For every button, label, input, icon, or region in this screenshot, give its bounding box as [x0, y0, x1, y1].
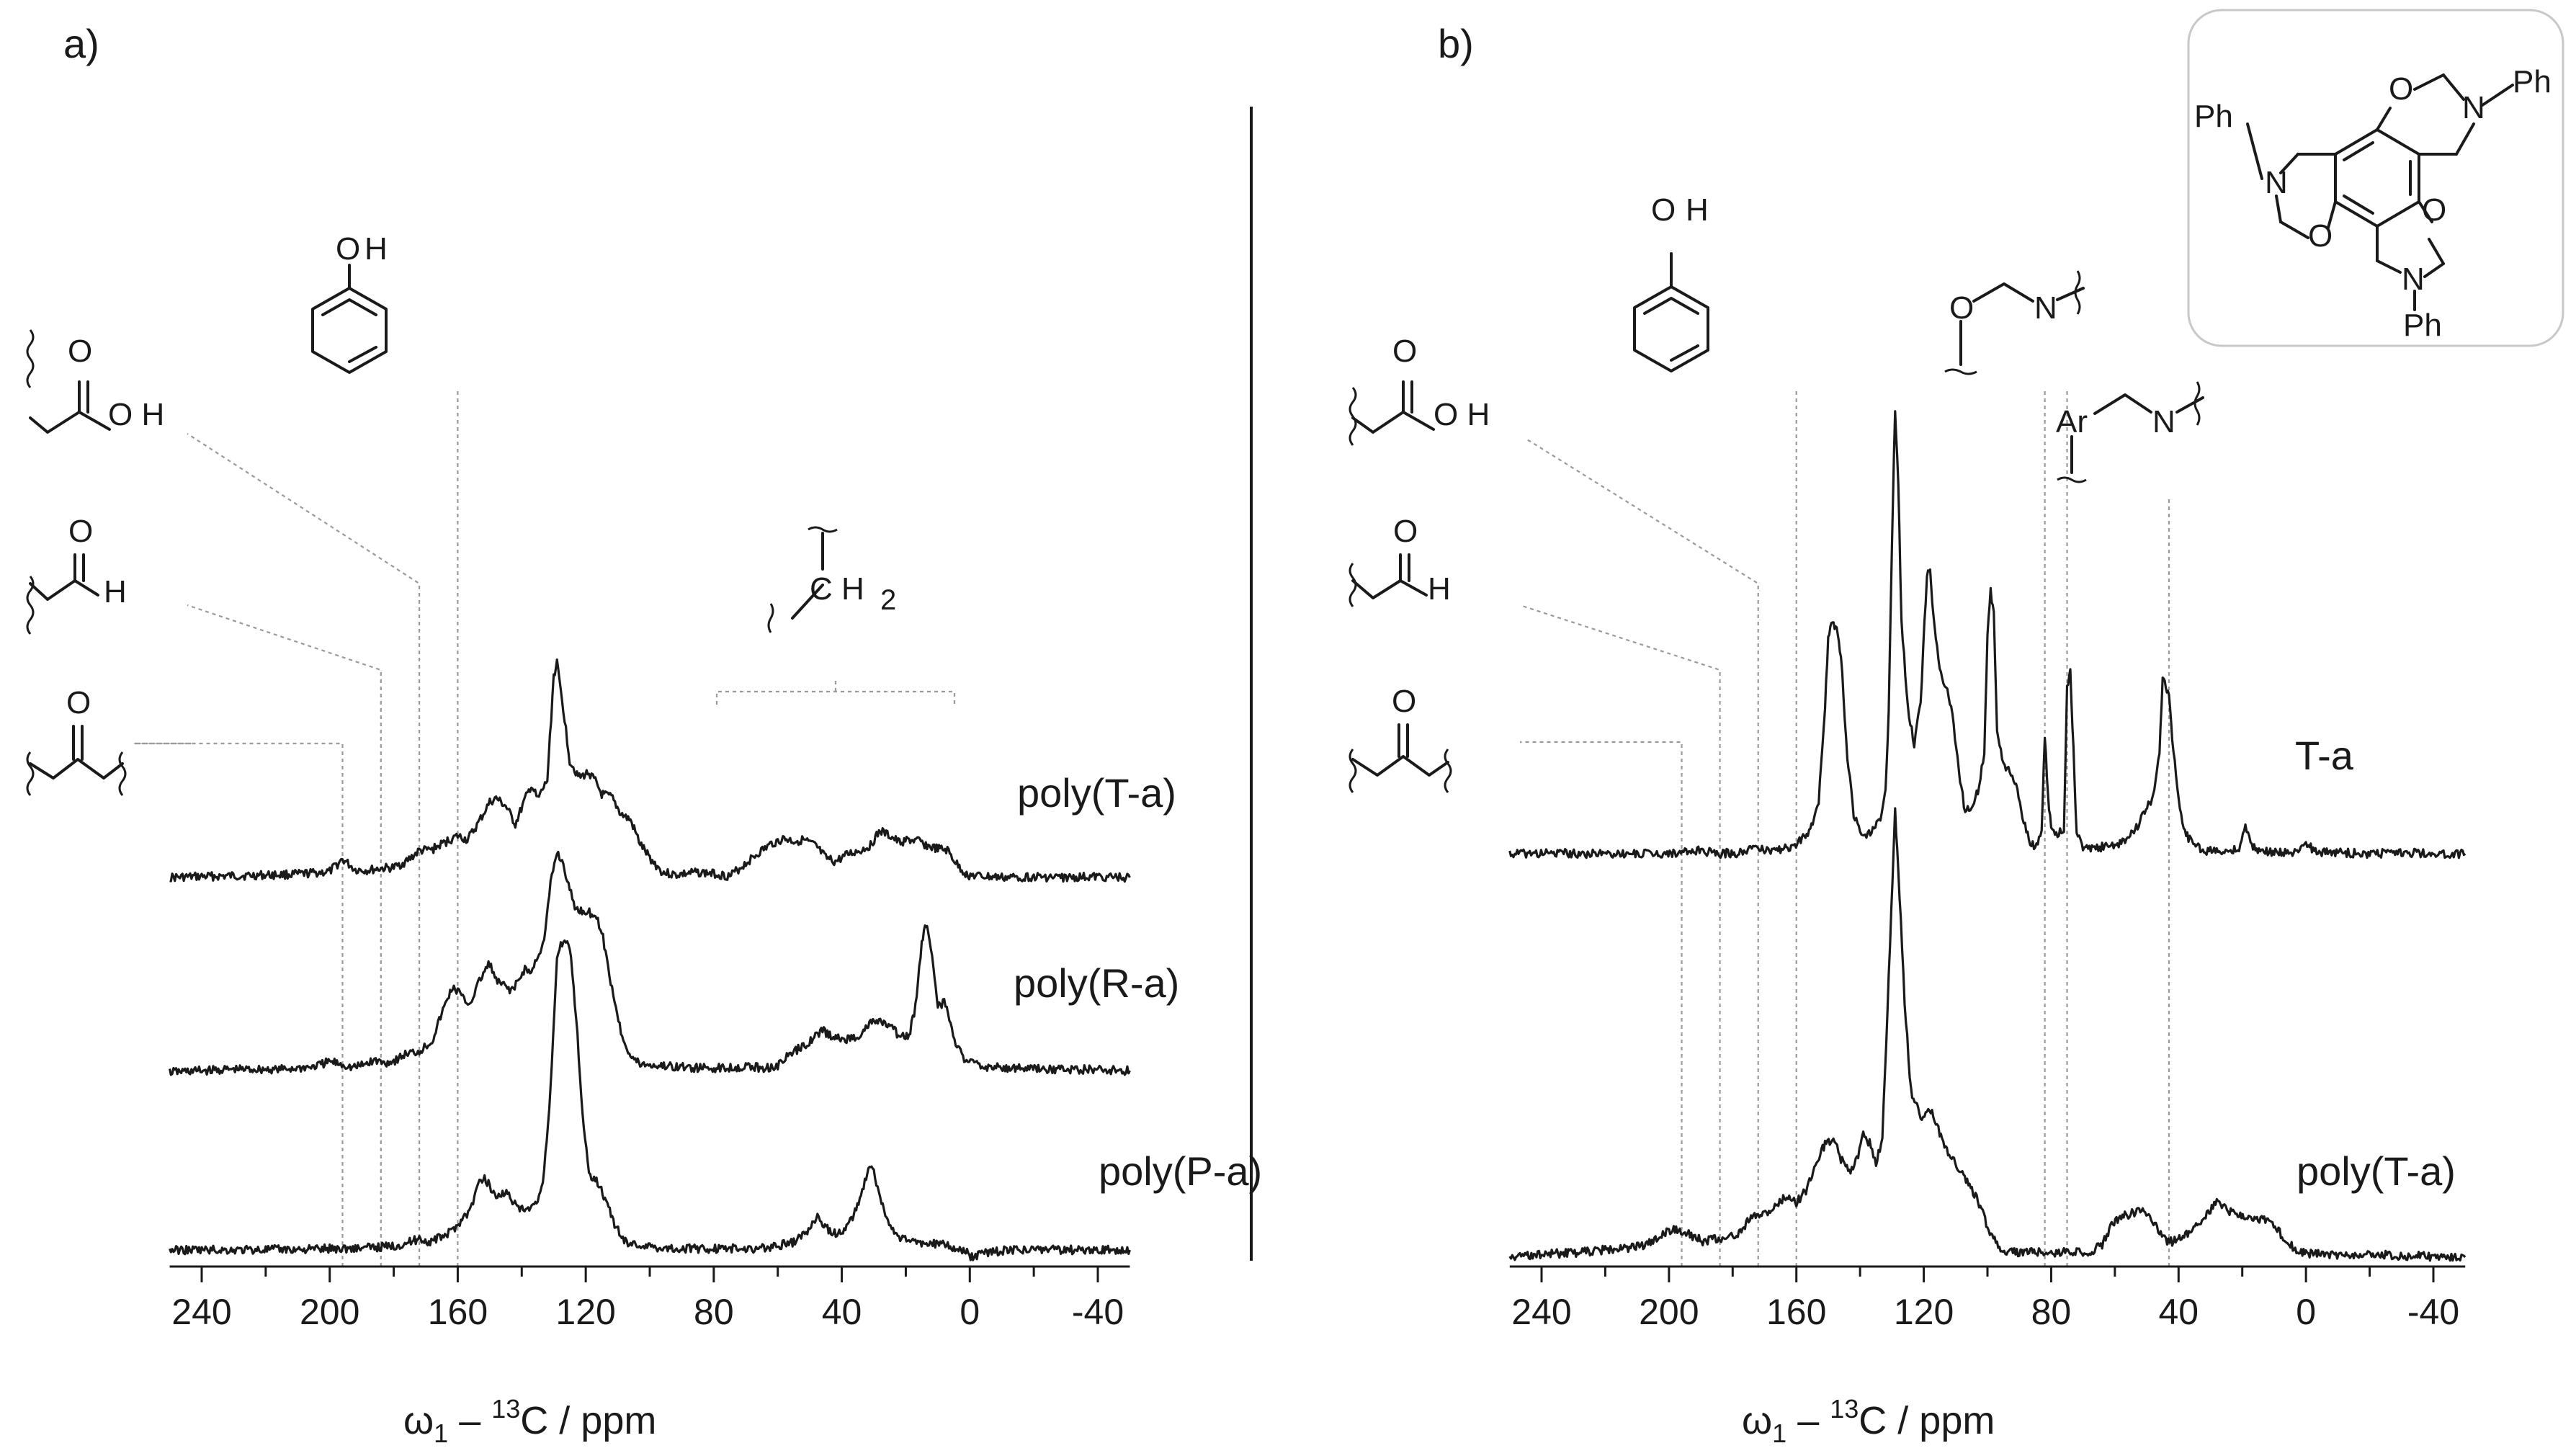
svg-text:Ph: Ph: [2194, 99, 2233, 134]
panel-b-aldehyde-structure: O H: [1349, 514, 1451, 607]
series-label: T-a: [2295, 733, 2354, 778]
x-axis-tick-label: -40: [2407, 1292, 2459, 1332]
svg-text:O: O: [336, 231, 360, 267]
svg-text:H: H: [1686, 192, 1709, 228]
svg-text:H: H: [104, 574, 127, 609]
panel-b-x-axis: 240 200 160 120 80 40 0 -40: [1509, 1265, 2466, 1332]
spectrum-line-poly-t-a-: [1508, 807, 2467, 1262]
panel-b-ketone-structure: O: [1349, 684, 1452, 793]
panel-b-oxazine-fragment-structure: O N: [1944, 270, 2085, 375]
guide-line: [187, 604, 382, 1267]
guide-line: [1519, 604, 1721, 1267]
guide-line: [134, 742, 344, 1267]
svg-text:O: O: [68, 514, 93, 549]
x-axis-tick-label: 160: [428, 1292, 488, 1332]
x-axis-tick-label: 0: [960, 1292, 980, 1332]
svg-text:2: 2: [880, 584, 896, 616]
spectrum-line-poly-r-a-: [169, 850, 1131, 1076]
guide-line: [187, 433, 421, 1267]
svg-text:H: H: [1428, 571, 1451, 607]
series-label: poly(P-a): [1099, 1148, 1262, 1194]
panel-b-label: b): [1438, 21, 1474, 66]
panel-b-x-axis-title: ω1 – 13C / ppm: [1742, 1394, 1995, 1448]
panel-a-ketone-structure: O: [26, 685, 127, 796]
panel-b-aryl-amine-fragment-structure: Ar N: [2056, 381, 2204, 483]
panel-a-label: a): [63, 21, 99, 66]
x-axis-tick-label: 120: [555, 1292, 615, 1332]
svg-text:Ar: Ar: [2056, 404, 2088, 439]
svg-text:Ph: Ph: [2513, 64, 2552, 99]
svg-text:O: O: [2422, 192, 2446, 228]
x-axis-tick-label: -40: [1072, 1292, 1124, 1332]
x-axis-tick-label: 40: [2158, 1292, 2199, 1332]
svg-text:O: O: [2389, 71, 2413, 107]
svg-text:O: O: [1949, 290, 1974, 326]
svg-text:O: O: [1392, 334, 1417, 369]
svg-text:O: O: [1651, 192, 1676, 228]
svg-text:O: O: [66, 685, 91, 720]
panel-a-x-axis-title: ω1 – 13C / ppm: [403, 1394, 656, 1448]
svg-text:N: N: [2152, 404, 2175, 439]
x-axis-tick-label: 200: [1639, 1292, 1699, 1332]
svg-text:O: O: [1392, 684, 1416, 719]
series-label: poly(R-a): [1014, 960, 1179, 1006]
panel-a-phenol-structure: O H: [311, 231, 388, 374]
svg-text:H: H: [365, 231, 388, 267]
x-axis-tick-label: 80: [2031, 1292, 2072, 1332]
x-axis-tick-label: 80: [694, 1292, 734, 1332]
panel-a-series-labels: poly(T-a) poly(R-a) poly(P-a): [1014, 770, 1262, 1194]
panel-b-phenol-structure: O H: [1633, 192, 1709, 372]
guide-line: [1520, 741, 1683, 1267]
panel-a-x-axis: 240 200 160 120 80 40 0 -40: [169, 1265, 1130, 1332]
panel-b-carboxylic-acid-structure: O O H: [1349, 334, 1490, 446]
svg-text:N: N: [2462, 90, 2485, 125]
spectrum-line-poly-p-a-: [169, 939, 1131, 1261]
svg-text:O H: O H: [108, 397, 164, 432]
panel-b-series-labels: T-a poly(T-a): [2295, 733, 2456, 1194]
spectrum-line-poly-t-a-: [169, 658, 1131, 883]
series-label: poly(T-a): [1017, 770, 1176, 816]
svg-text:Ph: Ph: [2403, 308, 2442, 343]
x-axis-tick-label: 0: [2296, 1292, 2316, 1332]
x-axis-tick-label: 120: [1894, 1292, 1954, 1332]
panel-a-ch2-structure: C H 2: [715, 526, 956, 705]
spectrum-line-t-a: [1508, 410, 2467, 859]
x-axis-tick-label: 200: [300, 1292, 359, 1332]
svg-text:C H: C H: [810, 571, 864, 607]
svg-text:N: N: [2034, 290, 2057, 326]
x-axis-tick-label: 240: [1511, 1292, 1571, 1332]
panel-b-monomer-structure-inset: O N Ph N O Ph O N Ph: [2187, 9, 2564, 347]
x-axis-tick-label: 160: [1766, 1292, 1826, 1332]
panel-b-spectra: [1508, 410, 2467, 1262]
x-axis-tick-label: 240: [171, 1292, 231, 1332]
panel-a-carboxylic-acid-structure: O O H: [26, 329, 164, 434]
svg-text:O: O: [68, 334, 92, 369]
svg-text:O H: O H: [1434, 397, 1490, 432]
svg-text:N: N: [2402, 262, 2425, 297]
panel-a-aldehyde-structure: O H: [26, 514, 127, 635]
svg-text:O: O: [1393, 514, 1418, 549]
svg-text:O: O: [2308, 218, 2333, 254]
panel-a-spectra: [169, 658, 1131, 1261]
x-axis-tick-label: 40: [822, 1292, 862, 1332]
panel-a-guide-lines: [134, 389, 459, 1267]
svg-text:N: N: [2265, 165, 2288, 200]
panel-b-guide-lines: [1519, 389, 2170, 1267]
series-label: poly(T-a): [2297, 1148, 2456, 1194]
